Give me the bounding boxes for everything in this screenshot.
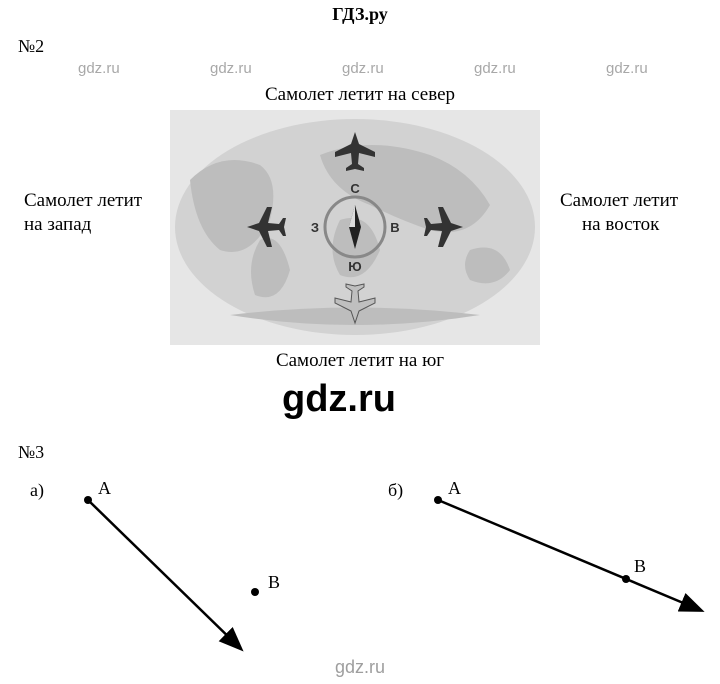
caption-south: Самолет летит на юг — [0, 350, 720, 372]
ray-b — [438, 500, 700, 610]
label-b-B: B — [634, 556, 646, 576]
ray-a — [88, 500, 240, 648]
compass-n: С — [350, 181, 360, 196]
part-b-label: б) — [388, 480, 403, 501]
compass-e: В — [390, 220, 399, 235]
caption-north: Самолет летит на север — [0, 84, 720, 106]
caption-east-line1: Самолет летит — [560, 190, 678, 212]
compass-w: З — [311, 220, 319, 235]
watermark: gdz.ru — [606, 60, 648, 77]
caption-west-line1: Самолет летит — [24, 190, 142, 212]
problem-3-label: №3 — [18, 442, 44, 463]
point-a-A — [84, 496, 92, 504]
part-a-label: а) — [30, 480, 44, 501]
page-title: ГДЗ.ру — [0, 4, 720, 25]
label-a-A: A — [98, 478, 111, 498]
point-b-B — [622, 575, 630, 583]
compass-s: Ю — [348, 259, 361, 274]
world-map: С Ю З В — [170, 110, 540, 345]
watermark-large: gdz.ru — [282, 378, 396, 421]
watermark: gdz.ru — [474, 60, 516, 77]
caption-east-line2: на восток — [582, 214, 659, 236]
watermark: gdz.ru — [78, 60, 120, 77]
watermark: gdz.ru — [342, 60, 384, 77]
watermark-footer: gdz.ru — [0, 657, 720, 678]
label-a-B: B — [268, 572, 280, 592]
watermark: gdz.ru — [210, 60, 252, 77]
caption-west-line2: на запад — [24, 214, 91, 236]
problem-2-label: №2 — [18, 36, 44, 57]
point-b-A — [434, 496, 442, 504]
label-b-A: A — [448, 478, 461, 498]
point-a-B — [251, 588, 259, 596]
